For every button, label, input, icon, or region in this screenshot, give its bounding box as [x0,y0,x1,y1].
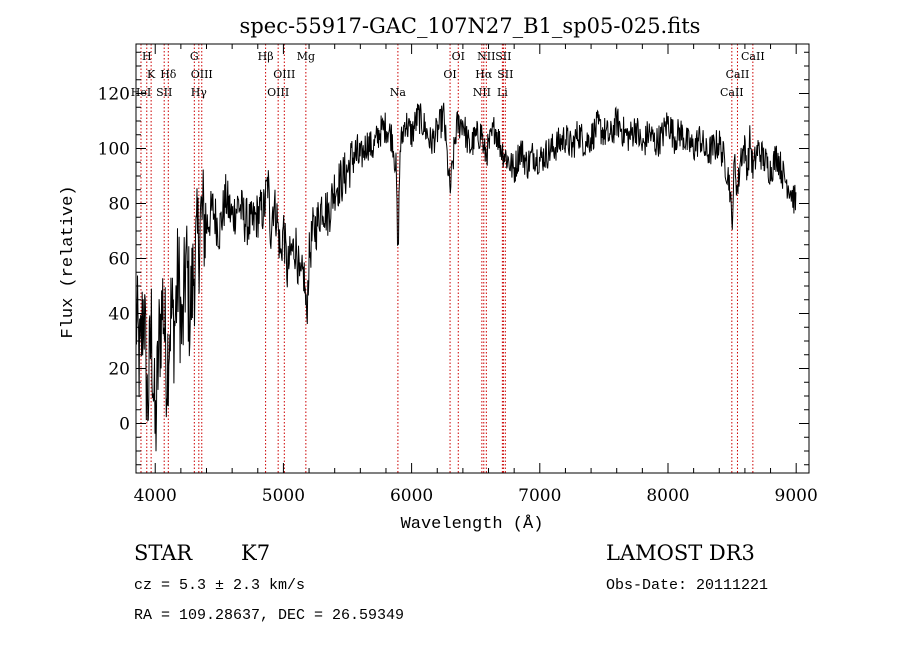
x-axis-ticks: 4000 5000 6000 7000 8000 9000 [134,44,818,506]
line-marker-label: NII [473,86,491,99]
x-tick-label: 4000 [134,486,177,506]
y-axis-label: Flux (relative) [59,185,78,338]
line-marker-label: CaII [726,68,750,81]
line-marker-label: NII [477,50,495,63]
x-tick-label: 8000 [646,486,689,506]
line-marker-label: Hδ [160,68,177,81]
x-tick-label: 6000 [390,486,433,506]
x-tick-label: 9000 [775,486,818,506]
line-marker-label: OIII [267,86,289,99]
line-marker-label: SII [156,86,172,99]
chart-title: spec-55917-GAC_107N27_B1_sp05-025.fits [240,14,701,38]
ra-dec: RA = 109.28637, DEC = 26.59349 [134,607,404,624]
star-class: STAR [134,541,193,565]
line-markers [140,44,754,473]
obs-date: Obs-Date: 20111221 [606,577,768,594]
y-tick-label: 40 [108,305,130,325]
line-marker-label: OIII [191,68,213,81]
line-marker-label: Na [390,86,407,99]
line-marker-label: Hγ [191,86,208,99]
flux-series-line [135,102,797,452]
line-marker-label: Li [497,86,508,99]
x-tick-label: 5000 [262,486,305,506]
y-tick-label: 20 [108,360,130,380]
line-marker-label: OI [452,50,465,63]
y-tick-label: 0 [119,415,130,435]
x-tick-label: 7000 [518,486,561,506]
line-marker-label: SII [495,50,511,63]
line-marker-label: Hβ [258,50,274,63]
line-marker-label: CaII [720,86,744,99]
line-marker-label: SII [497,68,513,81]
line-marker-label: OIII [273,68,295,81]
line-marker-label: H [142,50,152,63]
y-tick-label: 120 [98,85,130,105]
line-marker-label: HeI [131,86,151,99]
line-marker-label: K [147,68,156,81]
line-marker-label: Mg [297,50,315,63]
y-tick-label: 80 [108,195,130,215]
y-axis-ticks: 0 20 40 60 80 100 120 [98,51,809,466]
line-marker-label: CaII [741,50,765,63]
x-axis-label: Wavelength (Å) [401,515,544,534]
redshift-cz: cz = 5.3 ± 2.3 km/s [134,577,305,594]
line-marker-label: OI [443,68,456,81]
survey-name: LAMOST DR3 [606,541,755,565]
line-marker-label: Hα [475,68,493,81]
plot-frame [135,43,810,474]
y-tick-label: 60 [108,250,130,270]
line-marker-label: G [190,50,199,63]
star-subclass: K7 [241,541,270,565]
y-tick-label: 100 [98,140,130,160]
